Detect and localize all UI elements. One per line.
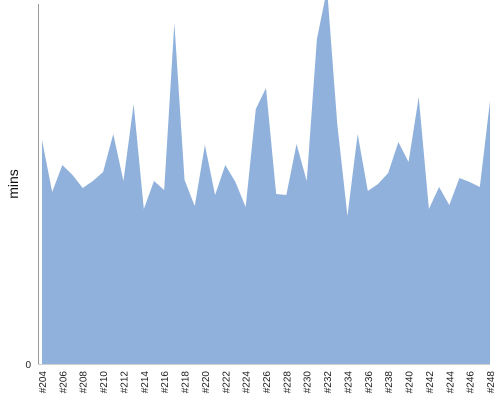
- x-tick-label: #228: [282, 371, 293, 394]
- x-tick-label: #208: [79, 371, 90, 394]
- x-tick-label: #248: [486, 371, 497, 394]
- series-area: [42, 0, 490, 364]
- x-tick-label: #224: [242, 371, 253, 394]
- x-tick-label: #206: [58, 371, 69, 394]
- x-tick-label: #236: [364, 371, 375, 394]
- x-tick-label: #216: [160, 371, 171, 394]
- x-tick-label: #226: [262, 371, 273, 394]
- y-tick-labels: 0: [25, 360, 31, 371]
- x-tick-label: #222: [221, 371, 232, 394]
- y-tick-label: 0: [25, 360, 31, 371]
- x-tick-label: #204: [38, 371, 49, 394]
- x-tick-label: #244: [445, 371, 456, 394]
- x-tick-label: #240: [405, 371, 416, 394]
- x-tick-label: #218: [181, 371, 192, 394]
- x-tick-label: #230: [303, 371, 314, 394]
- x-tick-label: #214: [140, 371, 151, 394]
- x-tick-labels: #204 #206 #208 #210 #212 #214 #216 #218 #220 #222…: [38, 371, 497, 394]
- y-axis-label: mins: [5, 169, 21, 199]
- x-tick-label: #238: [384, 371, 395, 394]
- x-tick-label: #232: [323, 371, 334, 394]
- x-tick-label: #242: [425, 371, 436, 394]
- x-tick-label: #234: [343, 371, 354, 394]
- x-tick-label: #220: [201, 371, 212, 394]
- x-tick-label: #246: [466, 371, 477, 394]
- x-tick-label: #212: [119, 371, 130, 394]
- x-tick-label: #210: [99, 371, 110, 394]
